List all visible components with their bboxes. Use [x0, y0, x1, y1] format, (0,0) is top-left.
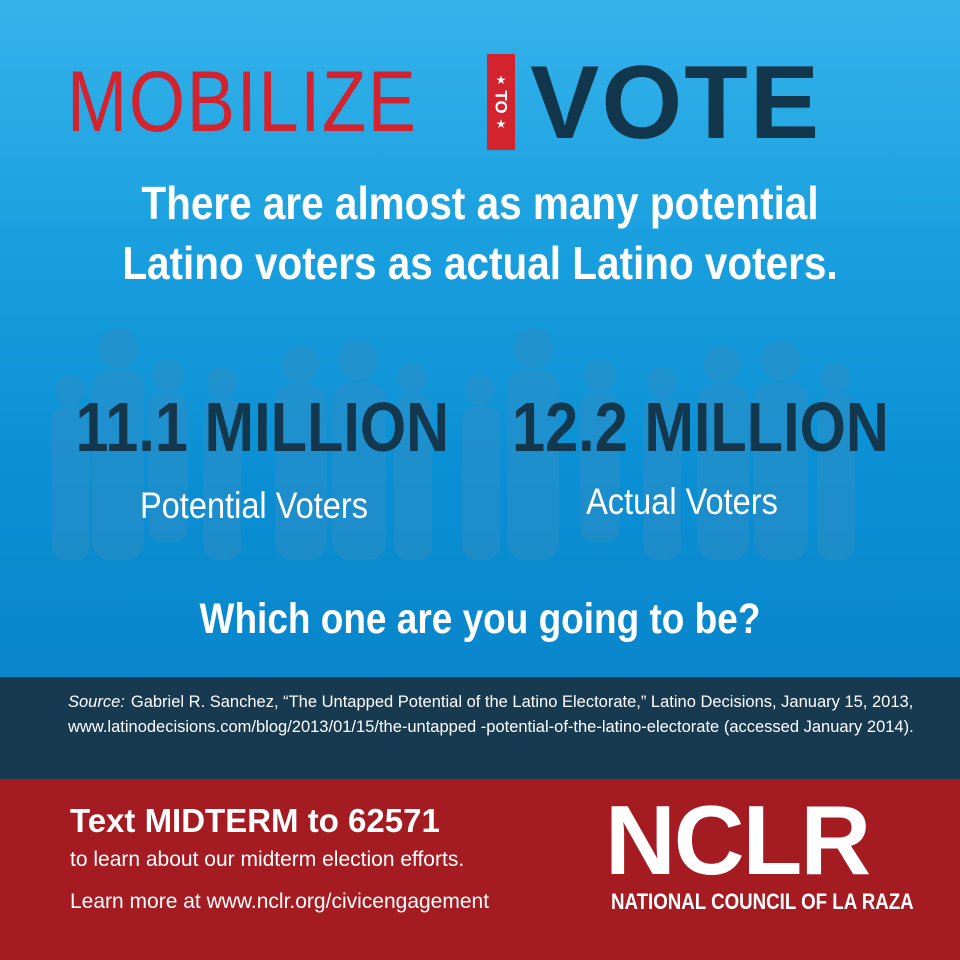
nclr-logo: NCLR	[605, 785, 871, 895]
headline-vote: VOTE	[530, 45, 822, 161]
stat-label: Potential Voters	[139, 485, 369, 526]
learn-more-link[interactable]: Learn more at www.nclr.org/civicengageme…	[70, 890, 490, 913]
blue-panel	[0, 0, 960, 677]
source-label: Source:	[68, 693, 125, 711]
headline-mobilize: MOBILIZE	[67, 54, 418, 150]
source-citation: Source: Gabriel R. Sanchez, “The Untapped…	[68, 690, 928, 740]
text-cta: Text MIDTERM to 62571	[70, 802, 440, 839]
headline: MOBILIZE ★ TO ★ VOTE	[67, 48, 897, 162]
to-badge: ★ TO ★	[487, 54, 515, 150]
to-text: TO	[492, 90, 511, 114]
subheading-line-2: Latino voters as actual Latino voters.	[122, 237, 838, 289]
bottom-panel	[0, 779, 960, 960]
stat-actual-voters: 12.2 MILLION Actual Voters	[482, 388, 889, 524]
cta-subline: to learn about our midterm election effo…	[70, 848, 465, 871]
subheading-line-1: There are almost as many potential	[141, 177, 819, 229]
question-text: Which one are you going to be?	[199, 595, 761, 643]
source-band	[0, 677, 960, 779]
subheading: There are almost as many potential Latin…	[58, 173, 903, 293]
source-body: Gabriel R. Sanchez, “The Untapped Potent…	[68, 693, 914, 736]
stat-number: 11.1 MILLION	[75, 388, 450, 466]
star-icon: ★	[495, 73, 507, 87]
people-silhouettes-illustration	[52, 328, 855, 560]
stat-number: 12.2 MILLION	[512, 388, 889, 466]
nclr-full-name: NATIONAL COUNCIL OF LA RAZA	[611, 889, 914, 914]
stat-label: Actual Voters	[586, 481, 778, 522]
stat-potential-voters: 11.1 MILLION Potential Voters	[44, 388, 464, 528]
star-icon: ★	[495, 117, 507, 131]
